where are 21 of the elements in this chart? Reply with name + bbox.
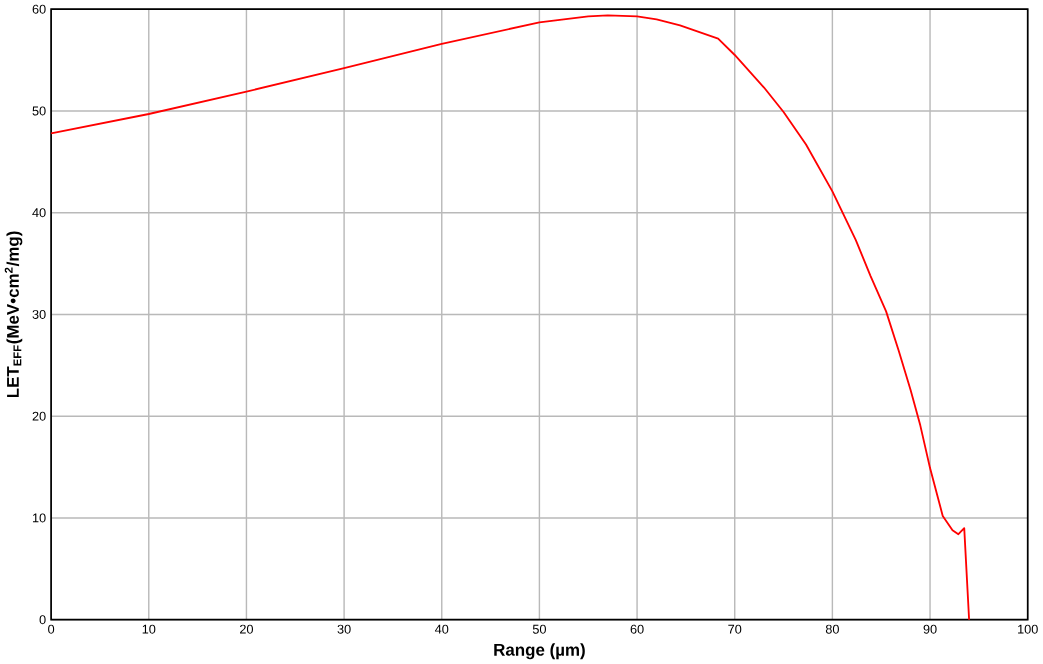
x-tick-label: 70 xyxy=(728,624,742,634)
y-tick-label: 10 xyxy=(32,513,46,523)
x-axis-title: Range (µm) xyxy=(494,643,585,660)
x-tick-label: 90 xyxy=(923,624,937,634)
y-tick-label: 0 xyxy=(39,615,46,625)
x-tick-label: 20 xyxy=(240,624,254,634)
x-tick-label: 40 xyxy=(434,624,449,634)
y-tick-label: 50 xyxy=(32,106,46,116)
y-tick-label: 40 xyxy=(32,208,46,218)
line-series xyxy=(50,14,971,621)
x-tick-label: 60 xyxy=(630,624,644,634)
y-tick-label: 60 xyxy=(32,4,46,14)
y-tick-label: 30 xyxy=(32,309,46,319)
y-tick-label: 20 xyxy=(32,411,46,421)
x-tick-label: 30 xyxy=(337,624,351,634)
x-tick-label: 80 xyxy=(825,624,839,634)
y-axis-title: LET$_{EFF}$(MeV•cm$^{2}$/mg) xyxy=(4,231,23,398)
x-tick-label: 100 xyxy=(1018,624,1038,634)
x-tick-label: 50 xyxy=(532,624,546,634)
x-tick-label: 10 xyxy=(142,624,156,634)
x-tick-label: 0 xyxy=(48,624,55,634)
